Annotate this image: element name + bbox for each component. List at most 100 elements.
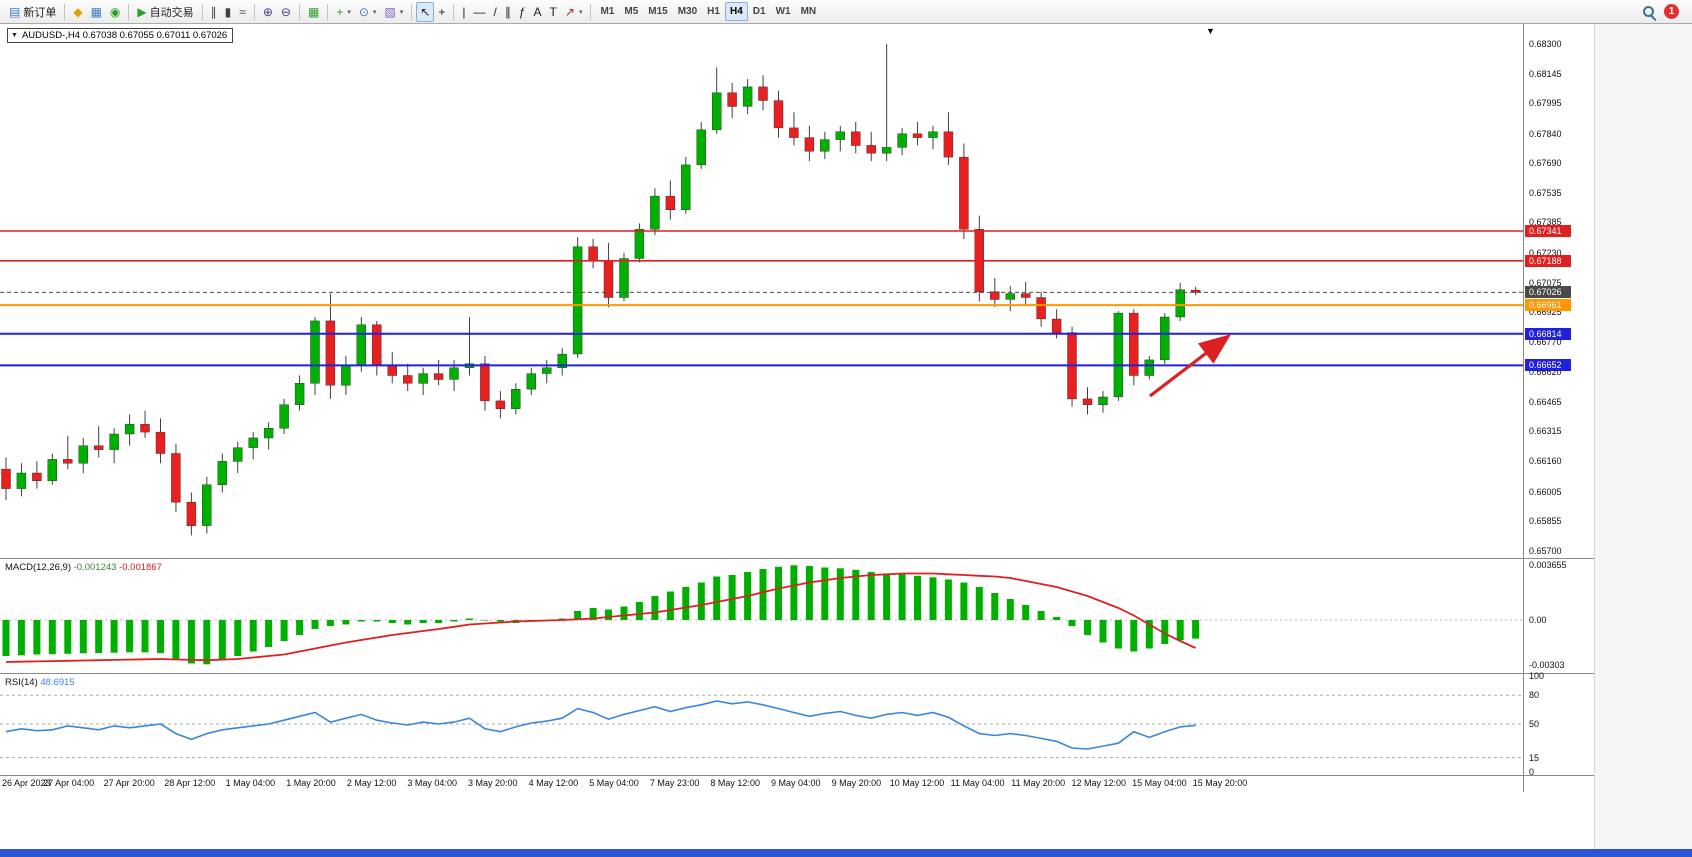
candlestick-button[interactable]: ▮	[221, 2, 236, 22]
trend-arrow-annotation[interactable]	[1149, 334, 1232, 398]
bull-candle	[526, 373, 536, 390]
macd-histogram-bar	[589, 608, 597, 620]
bear-candle	[773, 100, 784, 129]
bull-candle	[681, 164, 691, 210]
rsi-axis-label: 50	[1529, 719, 1540, 729]
time-axis-label: 3 May 20:00	[468, 778, 518, 788]
crosshair-button[interactable]: +	[434, 2, 449, 22]
macd-histogram-bar	[635, 602, 643, 620]
timeframe-button-d1[interactable]: D1	[752, 6, 766, 17]
bull-candle	[511, 389, 521, 409]
profiles-button[interactable]: ◆	[69, 2, 86, 22]
timeframe-button-w1[interactable]: W1	[775, 6, 791, 17]
timeframe-button-m5[interactable]: M5	[624, 6, 639, 17]
bear-candle	[495, 400, 506, 409]
charts-grid-button[interactable]: ▦	[87, 2, 106, 22]
zoom-in-button[interactable]: ⊕	[259, 2, 277, 22]
macd-panel[interactable]	[0, 559, 1523, 673]
macd-histogram-bar	[713, 576, 721, 620]
bull-candle	[356, 324, 366, 366]
autotrading-icon: ▶	[137, 4, 147, 19]
bear-candle	[1051, 318, 1062, 333]
timeframe-button-m30[interactable]: M30	[677, 6, 698, 17]
current-price-line-price-tag: 0.67026	[1525, 286, 1571, 299]
macd-histogram-bar	[249, 620, 257, 652]
rsi-axis-label: 0	[1529, 767, 1535, 777]
timeframe-button-m1[interactable]: M1	[600, 6, 615, 17]
bull-candle	[16, 472, 27, 489]
bar-chart-button[interactable]: ∥	[207, 2, 221, 22]
bear-candle	[171, 453, 181, 503]
horizontal-line-button[interactable]: —	[469, 2, 489, 22]
trendline-button[interactable]: /	[489, 2, 500, 22]
price-axis-label: 0.66770	[1529, 337, 1562, 348]
chart-shift-marker[interactable]: ▼	[1206, 26, 1215, 36]
chart-menu-caret-icon[interactable]: ▼	[11, 32, 18, 39]
arrows-button[interactable]: ↗ ▾	[561, 2, 587, 22]
price-axis-label: 0.67690	[1529, 157, 1562, 168]
vertical-line-button[interactable]: |	[458, 2, 469, 22]
templates-button[interactable]: ▧ ▾	[380, 2, 407, 22]
market-watch-button[interactable]: ◉	[106, 2, 124, 22]
tile-windows-icon: ▦	[307, 4, 320, 19]
bear-candle	[140, 424, 150, 433]
bear-candle	[959, 156, 969, 230]
zoom-out-button[interactable]: ⊖	[277, 2, 295, 22]
bear-candle	[588, 246, 598, 261]
macd-histogram-bar	[960, 582, 968, 620]
rsi-label: RSI(14) 48.6915	[5, 677, 75, 688]
toolbar-separator	[453, 3, 455, 20]
macd-histogram-bar	[1114, 620, 1122, 649]
timeframe-button-m15[interactable]: M15	[648, 6, 668, 17]
toolbar-separator	[253, 3, 255, 20]
tile-windows-button[interactable]: ▦	[304, 2, 323, 22]
time-axis[interactable]: 26 Apr 2023 27 Apr 04:00 27 Apr 20:00 28 Ap…	[0, 776, 1594, 792]
support-line-2-price-tag: 0.66652	[1525, 359, 1571, 372]
macd-histogram-bar	[48, 620, 56, 655]
rsi-panel[interactable]	[0, 674, 1523, 774]
bull-candle	[217, 461, 228, 485]
channel-button[interactable]: ∥	[501, 2, 515, 22]
macd-histogram-bar	[157, 620, 164, 653]
bear-candle	[851, 131, 861, 146]
bear-candle	[866, 145, 876, 154]
macd-histogram-bar	[435, 620, 443, 623]
time-axis-label: 1 May 04:00	[225, 778, 276, 788]
bull-candle	[742, 86, 753, 107]
price-axis-label: 0.67995	[1529, 98, 1562, 109]
macd-axis-label: 0.00	[1529, 615, 1547, 625]
indicators-button[interactable]: + ▾	[332, 2, 355, 22]
rsi-panel-divider[interactable]	[0, 673, 1594, 674]
periods-button[interactable]: ⊙ ▾	[355, 2, 381, 22]
price-chart[interactable]	[0, 24, 1523, 558]
resistance-line-2-price-tag: 0.67188	[1525, 254, 1571, 267]
templates-icon: ▧	[384, 4, 396, 19]
timeframe-button-h1[interactable]: H1	[707, 6, 720, 17]
macd-histogram-bar	[836, 568, 844, 621]
cursor-button[interactable]: ↖	[416, 1, 435, 22]
line-chart-button[interactable]: ≈	[235, 2, 250, 22]
time-axis-label: 3 May 04:00	[407, 778, 457, 788]
macd-histogram-bar	[1099, 620, 1107, 643]
time-axis-label: 9 May 04:00	[771, 778, 821, 788]
toolbar-separator	[411, 3, 413, 20]
search-icon[interactable]	[1643, 6, 1654, 17]
bear-candle	[403, 375, 413, 384]
timeframe-button-mn[interactable]: MN	[800, 6, 817, 17]
macd-histogram-bar	[64, 620, 72, 654]
price-axis[interactable]: 0.68300 0.68145 0.67995 0.67840 0.67690 0.675…	[1524, 24, 1594, 792]
resistance-line-1-price-tag: 0.67341	[1525, 225, 1571, 237]
autotrading-button[interactable]: ▶ 自动交易	[133, 2, 197, 22]
label-button[interactable]: T	[546, 2, 561, 22]
time-axis-label: 11 May 04:00	[950, 778, 1005, 788]
fibonacci-button[interactable]: ƒ	[515, 2, 530, 22]
new-order-button[interactable]: ▤ 新订单	[5, 2, 60, 22]
timeframe-button-h4[interactable]: H4	[724, 2, 748, 21]
price-axis-label: 0.68300	[1529, 39, 1562, 49]
macd-panel-divider[interactable]	[0, 558, 1594, 559]
notification-badge[interactable]: 1	[1664, 4, 1679, 19]
macd-histogram-bar	[651, 596, 659, 620]
text-button[interactable]: A	[530, 2, 546, 22]
macd-histogram-bar	[975, 587, 983, 620]
bear-candle	[93, 445, 104, 450]
